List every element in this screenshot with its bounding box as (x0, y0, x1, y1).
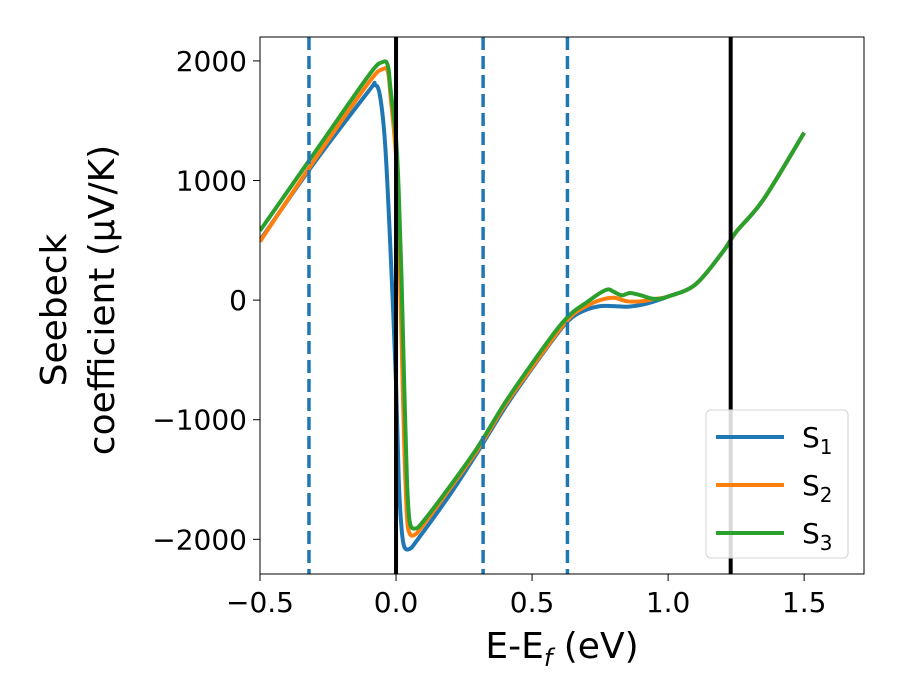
x-tick-label: 0.0 (374, 586, 419, 619)
series-line-s3 (260, 59, 806, 531)
y-tick-label: 1000 (176, 165, 247, 198)
legend-label-s1: S1 (802, 421, 833, 459)
x-tick-label: 1.5 (782, 586, 827, 619)
x-axis-label-unit: (eV) (552, 626, 638, 667)
y-axis-label-line1: Seebeck (34, 233, 75, 386)
y-axis-label: Seebeck coefficient (μV/K) (34, 145, 123, 455)
axis-ticks: −0.5 0.0 0.5 1.0 1.5 2000 1000 0 −1000 −2000 (152, 45, 826, 619)
y-axis-label-line2: coefficient (μV/K) (82, 145, 123, 455)
x-tick-label: −0.5 (226, 586, 294, 619)
x-axis-label: E-Ef (eV) (485, 626, 638, 672)
y-tick-label: −2000 (152, 523, 247, 556)
y-tick-label: 2000 (176, 45, 247, 78)
x-axis-label-main: E-E (485, 626, 543, 667)
x-tick-label: 1.0 (646, 586, 691, 619)
axes-frame (259, 36, 865, 575)
plot-area (260, 37, 806, 574)
legend-label-s2: S2 (802, 469, 833, 507)
y-tick-label: 0 (229, 284, 247, 317)
legend: S1 S2 S3 (705, 409, 849, 559)
x-tick-label: 0.5 (510, 586, 555, 619)
y-tick-label: −1000 (152, 404, 247, 437)
legend-label-s3: S3 (802, 517, 833, 555)
